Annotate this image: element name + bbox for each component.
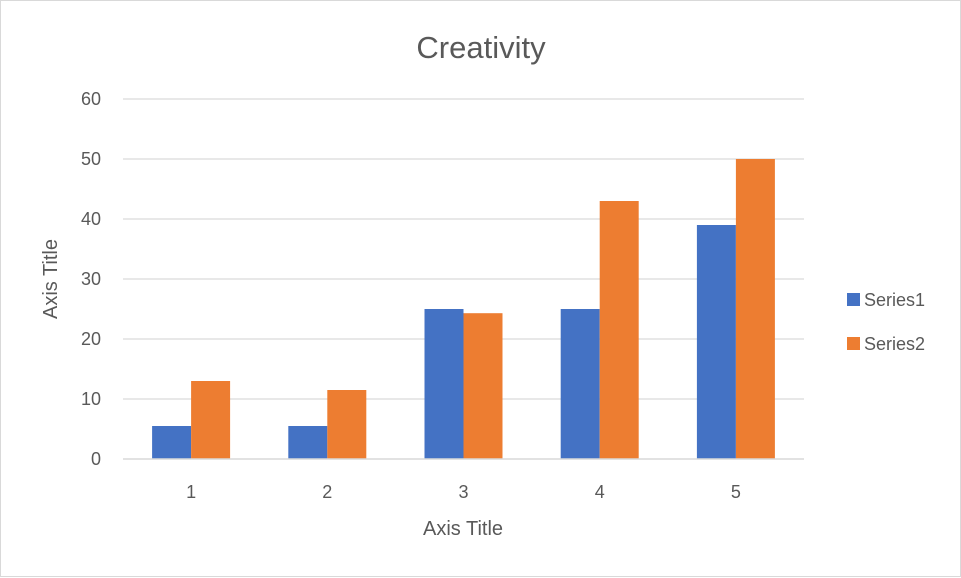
y-tick-label: 10	[81, 389, 101, 409]
bar-series1-2	[288, 426, 328, 459]
x-tick-label: 4	[595, 482, 605, 502]
bars	[152, 159, 775, 459]
y-tick-label: 60	[81, 89, 101, 109]
bar-series2-1	[191, 381, 231, 459]
x-axis-title: Axis Title	[423, 518, 503, 540]
bar-series2-5	[735, 159, 775, 459]
y-axis-title: Axis Title	[40, 239, 62, 319]
x-tick-label: 1	[186, 482, 196, 502]
y-tick-label: 30	[81, 269, 101, 289]
y-axis-ticks: 0 10 20 30 40 50 60	[81, 89, 101, 469]
y-tick-label: 50	[81, 149, 101, 169]
legend-swatch-series2	[847, 337, 860, 350]
bar-series1-1	[152, 426, 192, 459]
bar-series2-2	[327, 390, 367, 459]
y-tick-label: 20	[81, 329, 101, 349]
x-tick-label: 2	[322, 482, 332, 502]
bar-series1-3	[424, 309, 464, 459]
legend: Series1 Series2	[847, 290, 925, 354]
legend-swatch-series1	[847, 293, 860, 306]
legend-label-series2: Series2	[864, 334, 925, 354]
bar-series1-4	[560, 309, 600, 459]
bar-series1-5	[696, 225, 736, 459]
x-tick-label: 5	[731, 482, 741, 502]
y-tick-label: 40	[81, 209, 101, 229]
bar-series2-3	[463, 313, 503, 459]
x-tick-label: 3	[458, 482, 468, 502]
x-axis-ticks: 1 2 3 4 5	[186, 482, 741, 502]
y-tick-label: 0	[91, 449, 101, 469]
bar-series2-4	[599, 201, 639, 459]
legend-label-series1: Series1	[864, 290, 925, 310]
chart-title: Creativity	[416, 30, 546, 65]
gridlines	[123, 98, 804, 400]
